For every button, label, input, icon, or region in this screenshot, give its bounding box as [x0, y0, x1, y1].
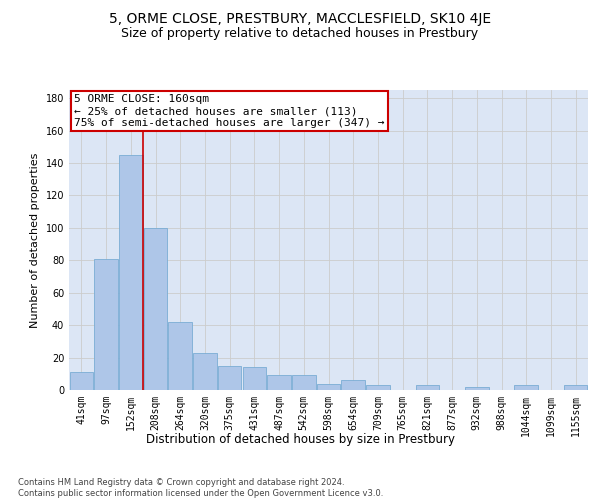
- Bar: [218, 366, 241, 390]
- Bar: [341, 380, 365, 390]
- Bar: [70, 372, 93, 390]
- Bar: [416, 385, 439, 390]
- Text: 5, ORME CLOSE, PRESTBURY, MACCLESFIELD, SK10 4JE: 5, ORME CLOSE, PRESTBURY, MACCLESFIELD, …: [109, 12, 491, 26]
- Bar: [144, 228, 167, 390]
- Bar: [193, 352, 217, 390]
- Text: 5 ORME CLOSE: 160sqm
← 25% of detached houses are smaller (113)
75% of semi-deta: 5 ORME CLOSE: 160sqm ← 25% of detached h…: [74, 94, 385, 128]
- Bar: [268, 376, 291, 390]
- Bar: [465, 387, 488, 390]
- Bar: [366, 385, 389, 390]
- Bar: [564, 385, 587, 390]
- Bar: [119, 155, 143, 390]
- Bar: [94, 258, 118, 390]
- Bar: [292, 376, 316, 390]
- Bar: [242, 368, 266, 390]
- Text: Size of property relative to detached houses in Prestbury: Size of property relative to detached ho…: [121, 28, 479, 40]
- Bar: [169, 322, 192, 390]
- Text: Distribution of detached houses by size in Prestbury: Distribution of detached houses by size …: [146, 432, 455, 446]
- Text: Contains HM Land Registry data © Crown copyright and database right 2024.
Contai: Contains HM Land Registry data © Crown c…: [18, 478, 383, 498]
- Bar: [317, 384, 340, 390]
- Y-axis label: Number of detached properties: Number of detached properties: [30, 152, 40, 328]
- Bar: [514, 385, 538, 390]
